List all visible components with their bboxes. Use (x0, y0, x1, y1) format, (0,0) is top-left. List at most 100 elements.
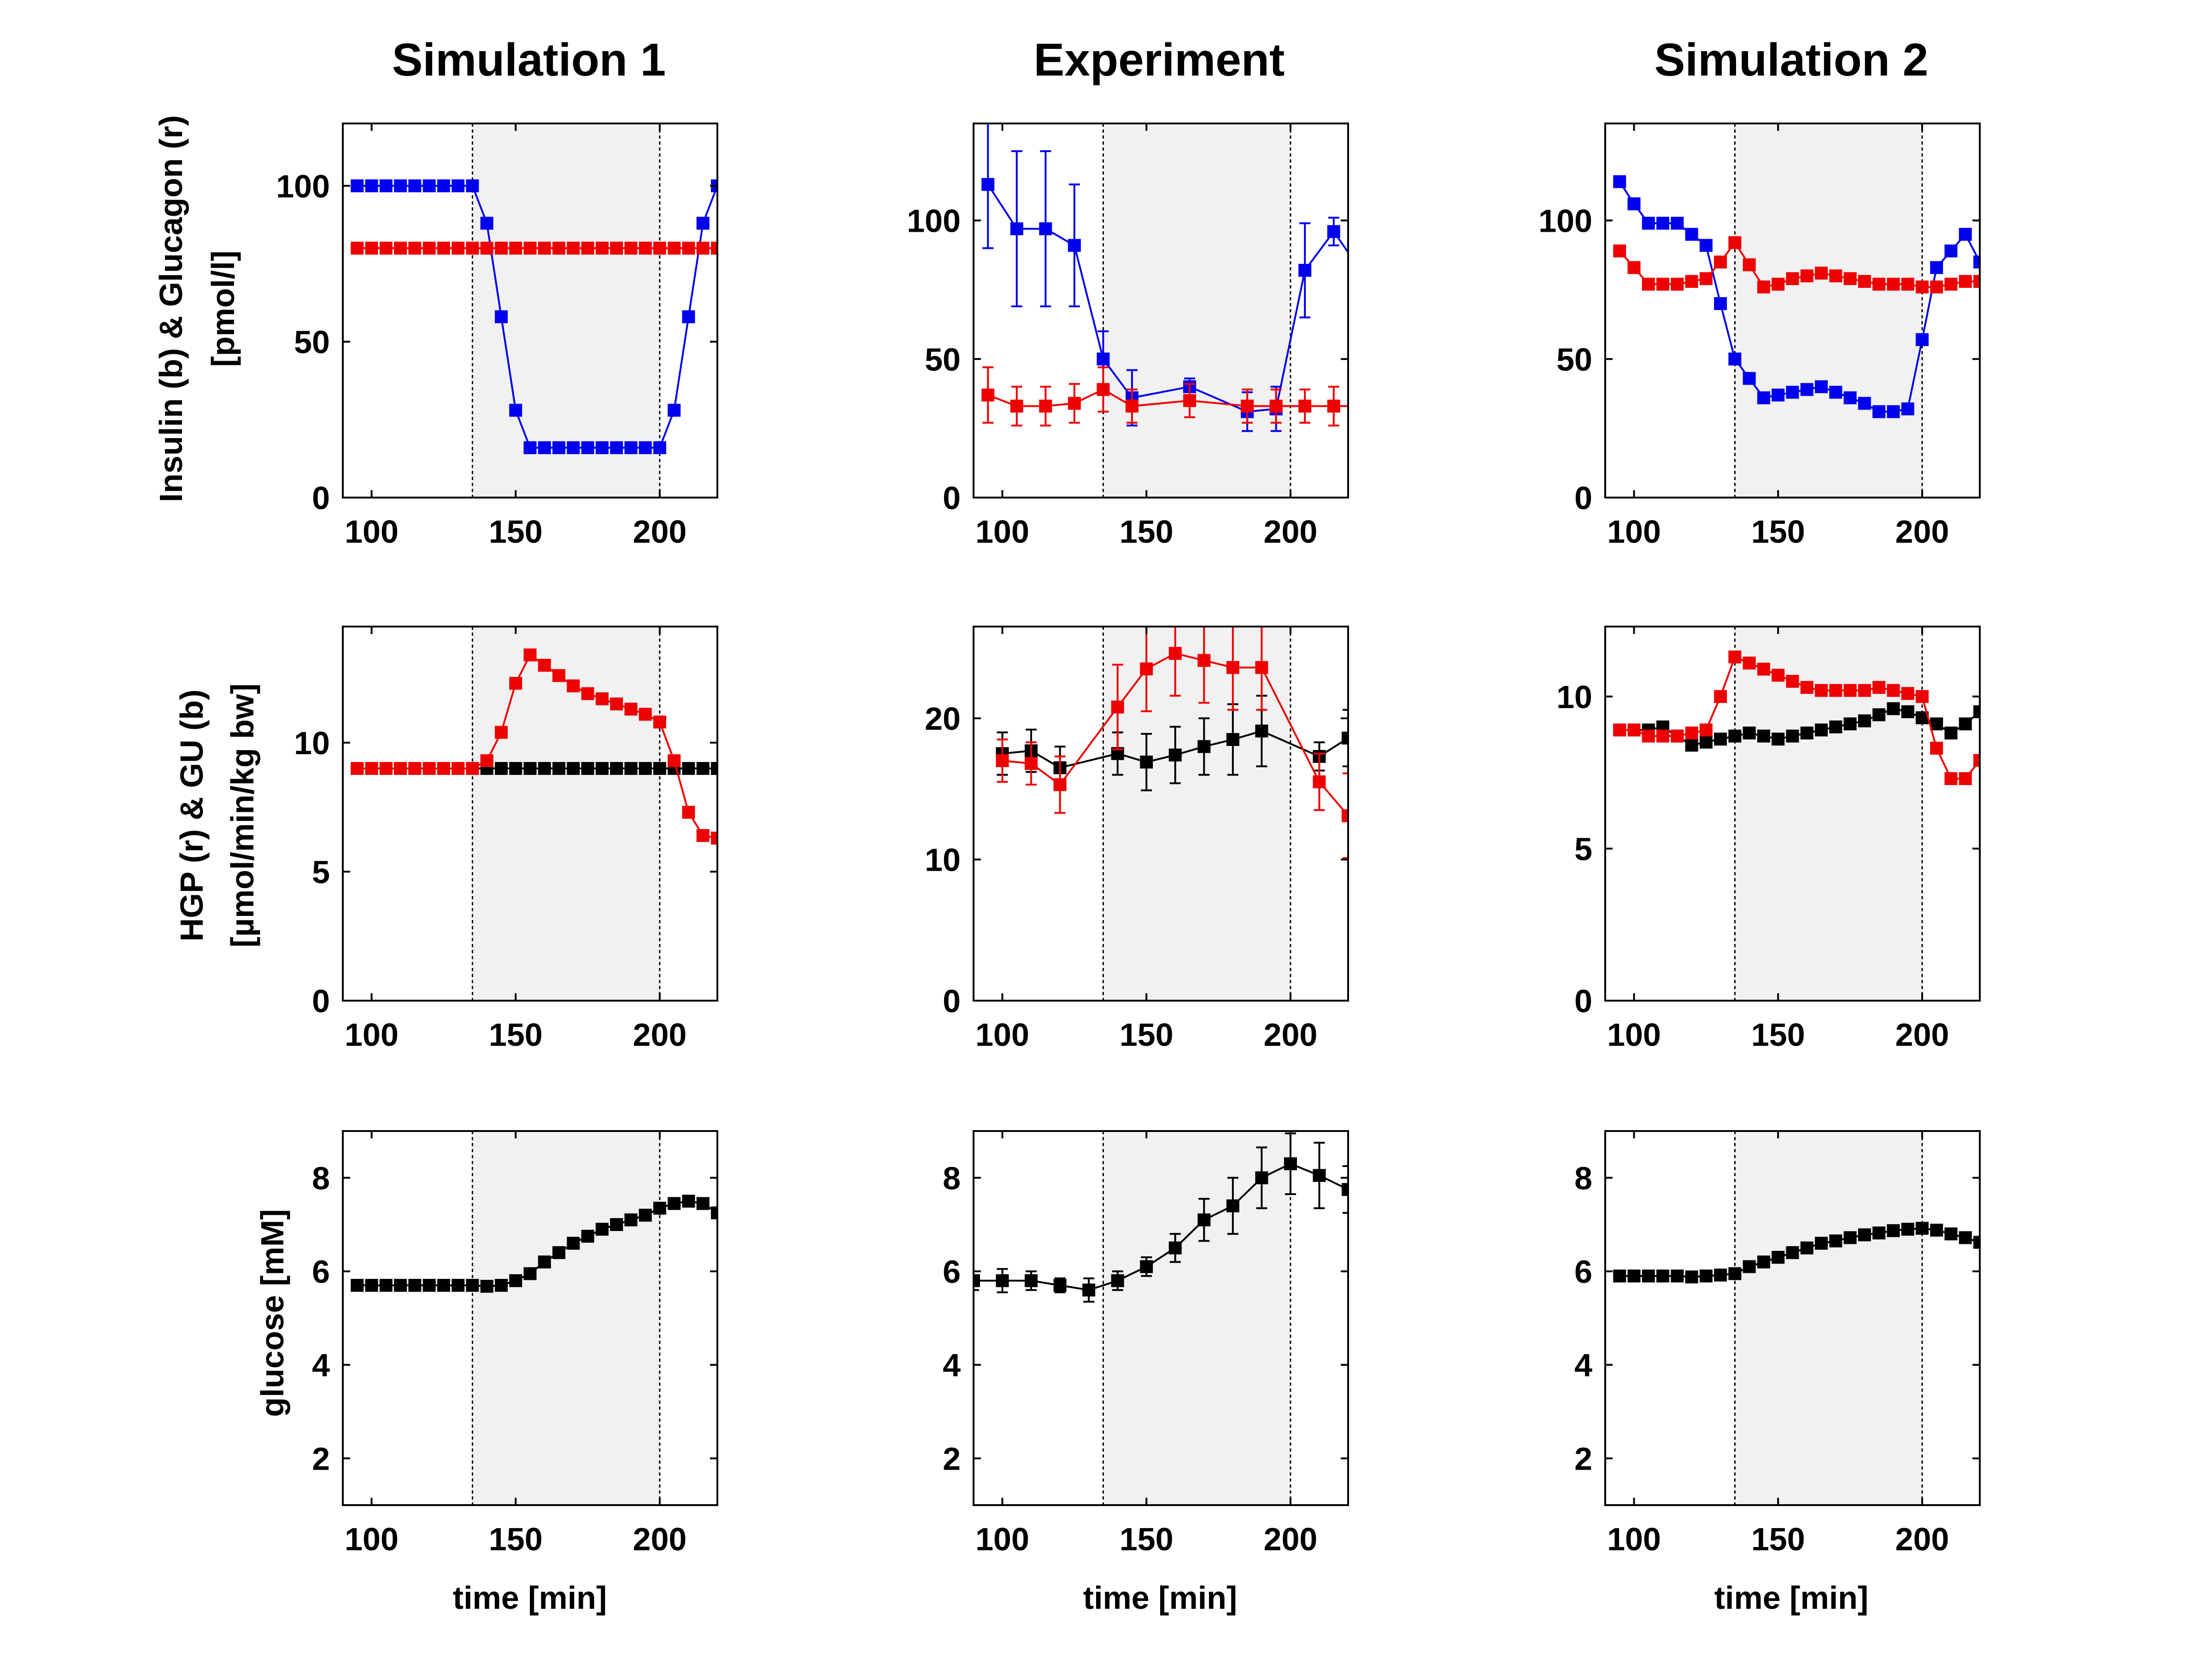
data-point (1757, 662, 1770, 676)
x-tick-label: 200 (1264, 514, 1318, 550)
x-tick-label: 200 (1895, 514, 1949, 550)
data-point (1757, 729, 1770, 743)
series-group (351, 1195, 717, 1293)
data-point (1843, 684, 1857, 697)
data-point (624, 241, 638, 255)
data-point (437, 179, 450, 193)
data-point (711, 241, 717, 255)
data-point (1772, 277, 1785, 291)
data-point (1743, 727, 1756, 740)
ylabel-insulin-glucagon-line1: Insulin (b) & Glucagon (r) (153, 115, 189, 502)
x-tick-label: 200 (1264, 1521, 1318, 1557)
data-point (1197, 654, 1211, 667)
data-point (1858, 397, 1871, 410)
panel-5: 0 5 10 100 150 200 (1556, 626, 1981, 1053)
plot-frame (1604, 123, 1981, 498)
data-point (1973, 255, 1980, 269)
data-point (653, 241, 666, 255)
data-point (1930, 742, 1943, 755)
x-tick-label: 150 (489, 1521, 543, 1557)
data-point (581, 687, 594, 700)
data-point (509, 677, 522, 690)
series-red (1613, 651, 1980, 786)
data-point (1685, 275, 1698, 288)
data-point (1843, 717, 1857, 731)
data-point (1944, 772, 1958, 786)
data-point (1887, 277, 1900, 291)
data-point (408, 762, 422, 775)
xlabel-simulation-2: time [min] (1714, 1580, 1868, 1616)
data-point (1872, 277, 1886, 291)
data-point (1829, 720, 1842, 733)
data-point (1959, 275, 1972, 288)
data-point (1627, 197, 1641, 211)
shaded-interval (472, 1131, 660, 1505)
data-point (1097, 352, 1110, 366)
data-point (653, 715, 666, 729)
data-point (1887, 1224, 1900, 1237)
data-point (379, 762, 393, 775)
data-point (653, 1202, 666, 1215)
data-point (422, 241, 436, 255)
data-point (595, 1223, 609, 1236)
series-black (1613, 1222, 1980, 1284)
plot-frame (973, 1130, 1349, 1506)
data-point (1843, 391, 1857, 404)
data-point (1699, 239, 1713, 252)
data-point (1872, 681, 1886, 694)
data-point (1642, 729, 1655, 743)
data-point (394, 179, 407, 193)
data-point (1342, 1183, 1348, 1196)
data-point (567, 241, 580, 255)
data-point (1772, 668, 1785, 682)
row-ylabel-hgp-gu: HGP (r) & GU (b) [µmol/min/kg bw] (174, 683, 260, 947)
data-point (595, 762, 609, 775)
data-point (1915, 1222, 1929, 1235)
data-point (668, 1197, 681, 1210)
data-point (452, 179, 465, 193)
data-point (1613, 723, 1626, 737)
data-point (981, 388, 995, 402)
x-tick-label: 100 (345, 514, 399, 550)
data-point (1053, 778, 1067, 791)
data-point (509, 404, 522, 417)
data-point (682, 762, 695, 775)
data-point (1699, 272, 1713, 285)
plot-frame (1604, 626, 1981, 1002)
panel-8: 2 4 6 8 100 150 200 (1574, 1130, 1981, 1557)
data-point (610, 241, 623, 255)
data-point (437, 1278, 450, 1292)
data-point (996, 754, 1009, 768)
series-blue (1613, 175, 1980, 418)
data-point (494, 762, 508, 775)
data-point (1815, 380, 1828, 393)
data-point (1111, 1274, 1124, 1287)
data-point (1915, 333, 1929, 346)
x-tick-label: 150 (1120, 514, 1173, 550)
data-point (1743, 258, 1756, 271)
data-point (1241, 399, 1254, 413)
data-point (1327, 225, 1340, 238)
data-point (494, 1278, 508, 1292)
y-tick-label: 0 (1574, 480, 1592, 516)
data-point (1255, 1171, 1268, 1184)
data-point (480, 754, 493, 768)
data-point (408, 241, 422, 255)
data-point (1313, 775, 1326, 789)
data-point (1915, 280, 1929, 293)
panel-2: 0 50 100 100 150 200 (1538, 123, 1981, 550)
data-point (1699, 735, 1713, 749)
x-tick-label: 200 (633, 514, 687, 550)
data-point (1356, 267, 1369, 280)
data-point (1685, 739, 1698, 752)
data-point (595, 441, 609, 454)
data-point (981, 178, 995, 191)
y-tick-label: 8 (1574, 1161, 1592, 1196)
x-tick-label: 100 (345, 1521, 399, 1557)
data-point (1728, 352, 1742, 366)
data-point (595, 241, 609, 255)
data-point (480, 217, 493, 230)
data-point (523, 648, 537, 662)
data-point (1728, 236, 1742, 249)
